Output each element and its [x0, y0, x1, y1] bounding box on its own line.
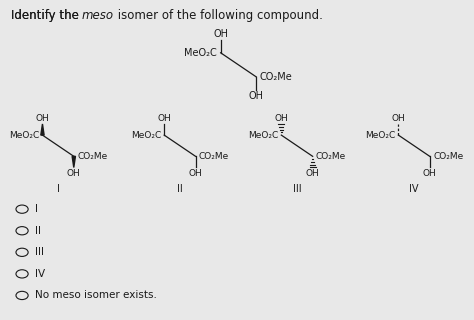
Text: MeO₂C: MeO₂C: [248, 131, 278, 140]
Text: OH: OH: [157, 114, 171, 123]
Text: II: II: [177, 184, 183, 194]
Text: OH: OH: [67, 169, 81, 178]
Text: III: III: [292, 184, 301, 194]
Text: meso: meso: [82, 9, 114, 22]
Text: OH: OH: [249, 91, 264, 101]
Text: OH: OH: [213, 28, 228, 38]
Text: CO₂Me: CO₂Me: [199, 152, 229, 161]
Text: IV: IV: [35, 269, 46, 279]
Text: OH: OH: [189, 169, 202, 178]
Text: II: II: [35, 226, 41, 236]
Text: Identify the: Identify the: [11, 9, 83, 22]
Text: MeO₂C: MeO₂C: [131, 131, 161, 140]
Text: OH: OH: [392, 114, 405, 123]
Text: Identify the: Identify the: [11, 9, 83, 22]
Polygon shape: [41, 124, 44, 135]
Text: I: I: [35, 204, 38, 214]
Text: CO₂Me: CO₂Me: [260, 72, 293, 82]
Text: No meso isomer exists.: No meso isomer exists.: [35, 291, 157, 300]
Polygon shape: [72, 156, 75, 167]
Text: MeO₂C: MeO₂C: [365, 131, 395, 140]
Text: MeO₂C: MeO₂C: [9, 131, 39, 140]
Text: III: III: [35, 247, 44, 257]
Text: IV: IV: [410, 184, 419, 194]
Text: MeO₂C: MeO₂C: [184, 48, 217, 58]
Text: OH: OH: [36, 114, 49, 123]
Text: CO₂Me: CO₂Me: [316, 152, 346, 161]
Text: CO₂Me: CO₂Me: [77, 152, 107, 161]
Text: OH: OH: [423, 169, 437, 178]
Text: OH: OH: [274, 114, 288, 123]
Text: isomer of the following compound.: isomer of the following compound.: [114, 9, 323, 22]
Text: I: I: [57, 184, 60, 194]
Text: CO₂Me: CO₂Me: [433, 152, 463, 161]
Text: OH: OH: [306, 169, 319, 178]
